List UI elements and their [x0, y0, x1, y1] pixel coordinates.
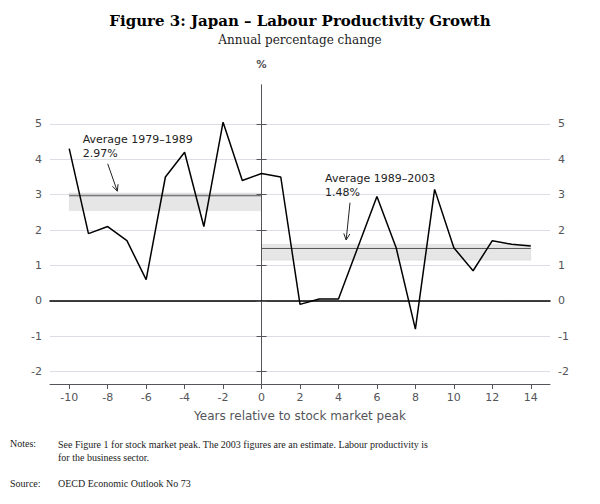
svg-text:2: 2 [297, 391, 304, 404]
svg-text:See Figure 1 for stock market: See Figure 1 for stock market peak. The … [58, 439, 428, 450]
svg-text:5: 5 [558, 117, 565, 130]
svg-text:-1: -1 [558, 330, 569, 343]
svg-text:-10: -10 [60, 391, 78, 404]
svg-text:-2: -2 [31, 365, 42, 378]
svg-text:12: 12 [485, 391, 499, 404]
svg-text:-2: -2 [558, 365, 569, 378]
svg-text:2: 2 [35, 224, 42, 237]
svg-text:-8: -8 [102, 391, 113, 404]
svg-text:6: 6 [373, 391, 380, 404]
svg-text:Source:: Source: [10, 478, 41, 489]
svg-text:-4: -4 [179, 391, 190, 404]
svg-text:-2: -2 [218, 391, 229, 404]
svg-text:1: 1 [558, 259, 565, 272]
svg-text:5: 5 [35, 117, 42, 130]
svg-text:Figure 3: Japan – Labour Produ: Figure 3: Japan – Labour Productivity Gr… [109, 12, 490, 30]
svg-text:for the business sector.: for the business sector. [58, 452, 149, 463]
svg-text:8: 8 [412, 391, 419, 404]
svg-text:Years relative to stock market: Years relative to stock market peak [193, 409, 406, 423]
svg-text:-6: -6 [141, 391, 152, 404]
svg-text:4: 4 [558, 153, 565, 166]
svg-text:%: % [256, 58, 266, 71]
svg-text:1.48%: 1.48% [325, 186, 360, 199]
svg-text:3: 3 [35, 188, 42, 201]
svg-text:Average 1979–1989: Average 1979–1989 [83, 133, 193, 146]
svg-text:Notes:: Notes: [10, 438, 36, 449]
svg-text:0: 0 [35, 294, 42, 307]
svg-text:3: 3 [558, 188, 565, 201]
svg-text:-1: -1 [31, 330, 42, 343]
svg-text:2.97%: 2.97% [83, 147, 118, 160]
svg-text:Annual percentage change: Annual percentage change [217, 33, 381, 47]
svg-text:%: % [256, 58, 266, 71]
svg-text:0: 0 [258, 391, 265, 404]
svg-text:1: 1 [35, 259, 42, 272]
svg-text:0: 0 [558, 294, 565, 307]
svg-text:14: 14 [524, 391, 538, 404]
svg-text:10: 10 [447, 391, 461, 404]
svg-text:Average 1989–2003: Average 1989–2003 [325, 172, 435, 185]
svg-text:4: 4 [335, 391, 342, 404]
svg-text:OECD Economic Outlook No 73: OECD Economic Outlook No 73 [58, 478, 191, 489]
svg-text:2: 2 [558, 224, 565, 237]
svg-text:4: 4 [35, 153, 42, 166]
